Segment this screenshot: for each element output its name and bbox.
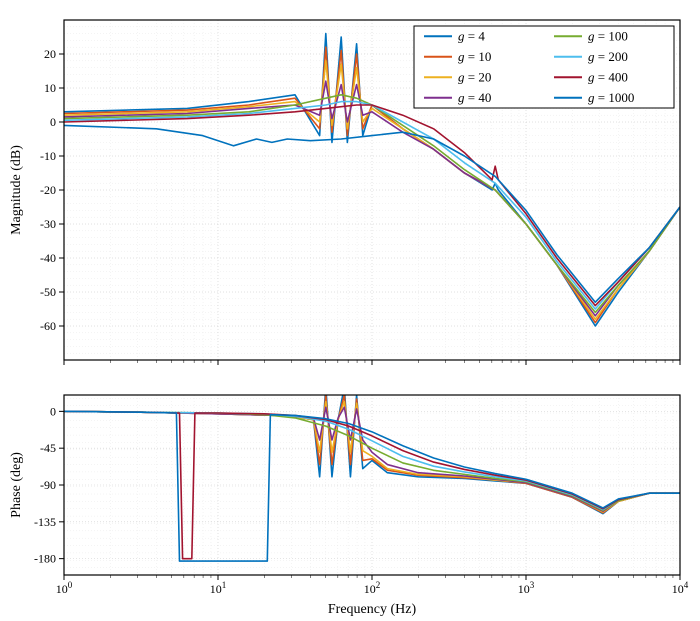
svg-text:-45: -45 [40,441,56,455]
svg-text:Frequency (Hz): Frequency (Hz) [328,602,417,617]
legend-item-g200: g = 200 [588,49,628,64]
bode-plot: -60 -50 -40 -30 -20 -10 0 10 20 Magnitude (dB) -18… [0,0,700,621]
legend-item-g4: g = 4 [458,28,485,43]
chart-svg: -60 -50 -40 -30 -20 -10 0 10 20 Magnitude (dB) -18… [0,0,700,621]
legend [414,26,674,108]
svg-text:-40: -40 [40,251,56,265]
svg-text:-20: -20 [40,183,56,197]
svg-text:-135: -135 [34,515,56,529]
svg-text:-180: -180 [34,552,56,566]
svg-text:0: 0 [50,404,56,418]
svg-text:Magnitude (dB): Magnitude (dB) [9,145,24,235]
svg-text:10: 10 [44,81,56,95]
svg-text:-60: -60 [40,319,56,333]
svg-text:Phase (deg): Phase (deg) [9,452,24,518]
svg-text:-90: -90 [40,478,56,492]
svg-text:-50: -50 [40,285,56,299]
svg-text:0: 0 [50,115,56,129]
legend-item-g10: g = 10 [458,49,491,64]
legend-item-g40: g = 40 [458,90,491,105]
svg-text:20: 20 [44,47,56,61]
legend-item-g400: g = 400 [588,69,628,84]
legend-item-g1000: g = 1000 [588,90,634,105]
legend-item-g20: g = 20 [458,69,491,84]
svg-text:-30: -30 [40,217,56,231]
legend-item-g100: g = 100 [588,28,628,43]
svg-text:-10: -10 [40,149,56,163]
